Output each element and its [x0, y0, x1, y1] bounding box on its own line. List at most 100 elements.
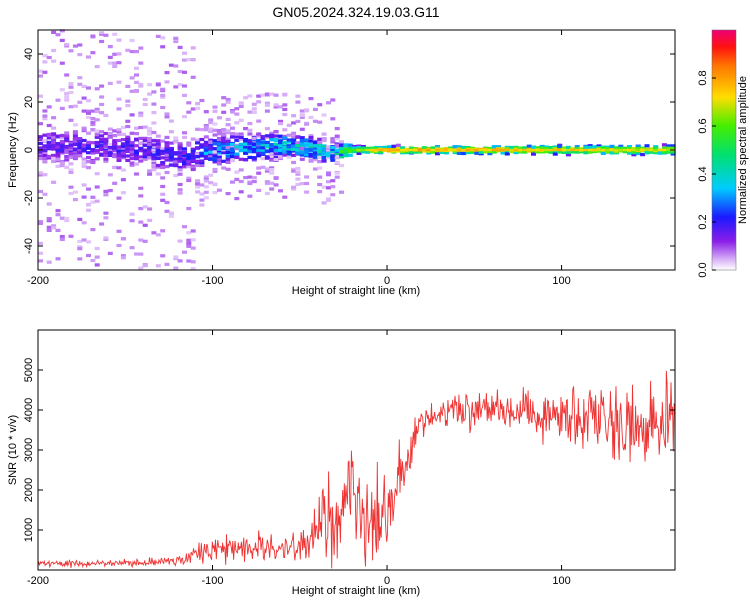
spectrogram-cell: [343, 154, 349, 158]
spectrogram-cell: [212, 167, 218, 172]
spectrogram-cell: [247, 194, 253, 198]
spectrogram-ridge-cell: [627, 148, 632, 152]
spectrogram-cell: [46, 132, 52, 136]
spectrogram-cell: [138, 82, 144, 86]
spectrogram-cell: [46, 123, 52, 128]
spectrogram-cell: [177, 182, 183, 187]
spectrogram-cell: [286, 145, 292, 149]
spectrogram-cell: [321, 132, 327, 136]
spectrogram-cell: [103, 153, 109, 157]
spectrogram-cell: [243, 127, 249, 131]
spectrogram-cell: [182, 51, 187, 55]
spectrogram-ridge-cell: [539, 148, 545, 152]
spectrogram-cell: [147, 156, 153, 160]
spectrogram-cell: [221, 138, 227, 142]
spectrogram-cell: [670, 146, 676, 150]
spectrogram-cell: [38, 171, 43, 175]
spectrogram-cell: [256, 154, 262, 158]
x-tick-label: 0: [384, 275, 390, 287]
spectrogram-cell: [129, 113, 135, 117]
spectrogram-cell: [177, 259, 183, 263]
spectrogram-cell: [321, 201, 327, 205]
spectrogram-cell: [330, 140, 336, 144]
spectrogram-cell: [238, 132, 244, 136]
spectrogram-cell: [308, 115, 314, 119]
spectrogram-cell: [308, 158, 314, 162]
spectrogram-cell: [94, 255, 100, 259]
spectrogram-cell: [339, 152, 344, 157]
spectrogram-cell: [273, 134, 279, 138]
spectrogram-cell: [81, 128, 87, 132]
spectrogram-cell: [177, 191, 183, 195]
spectrogram-cell: [509, 149, 515, 154]
spectrogram-cell: [155, 233, 161, 237]
spectrogram-cell: [42, 173, 48, 177]
spectrogram-cell: [160, 184, 166, 189]
spectrogram-cell: [64, 150, 70, 154]
spectrogram-ridge-cell: [552, 148, 558, 152]
spectrogram-cell: [190, 156, 196, 160]
spectrogram-cell: [304, 138, 310, 142]
spectrogram-cell: [51, 153, 57, 157]
spectrogram-cell: [199, 143, 205, 147]
spectrogram-ridge-cell: [640, 148, 646, 152]
spectrogram-ridge-cell: [622, 148, 628, 152]
spectrogram-cell: [164, 170, 170, 175]
spectrogram-cell: [535, 146, 541, 150]
spectrogram-cell: [42, 160, 48, 164]
spectrogram-cell: [164, 150, 170, 154]
spectrogram-cell: [103, 131, 109, 136]
spectrogram-cell: [225, 100, 231, 104]
spectrogram-cell: [68, 118, 74, 122]
spectrogram-cell: [64, 131, 70, 135]
spectrogram-cell: [107, 151, 113, 155]
spectrogram-cell: [190, 46, 196, 50]
spectrogram-cell: [312, 107, 318, 111]
spectrogram-cell: [138, 146, 144, 150]
spectrogram-cell: [186, 162, 192, 166]
spectrogram-cell: [72, 151, 78, 155]
spectrogram-cell: [120, 148, 126, 152]
colorbar-frame: [711, 29, 737, 271]
spectrogram-cell: [103, 144, 109, 148]
spectrogram-cell: [182, 115, 187, 119]
spectrogram-cell: [72, 190, 78, 194]
spectrogram-cell: [243, 151, 249, 155]
spectrogram-cell: [273, 152, 279, 156]
spectrogram-cell: [234, 138, 240, 142]
spectrogram-cell: [160, 198, 166, 202]
spectrogram-cell: [234, 134, 240, 139]
spectrogram-cell: [190, 159, 196, 163]
spectrogram-cell: [72, 143, 78, 147]
spectrogram-cell: [59, 38, 65, 42]
spectrogram-cell: [225, 142, 231, 146]
spectrogram-cell: [203, 125, 209, 129]
spectrogram-cell: [164, 71, 170, 75]
spectrogram-cell: [46, 140, 52, 144]
spectrogram-cell: [160, 152, 166, 156]
spectrogram-cell: [221, 159, 227, 163]
spectrogram-cell: [155, 151, 161, 155]
spectrogram-cell: [339, 190, 344, 194]
spectrogram-cell: [164, 165, 170, 169]
spectrogram-cell: [282, 141, 288, 145]
spectrogram-cell: [190, 58, 196, 62]
spectrogram-cell: [243, 149, 249, 153]
spectrogram-cell: [164, 262, 170, 266]
spectrogram-cell: [125, 48, 131, 52]
spectrogram-cell: [177, 239, 183, 243]
spectrogram-cell: [400, 146, 406, 150]
spectrogram-cell: [216, 139, 222, 143]
spectrogram-cell: [243, 139, 249, 143]
spectrogram-cell: [173, 36, 179, 40]
spectrogram-cell: [308, 144, 314, 148]
spectrogram-cell: [81, 148, 87, 152]
spectrogram-cell: [326, 171, 331, 175]
spectrogram-cell: [182, 250, 187, 254]
spectrogram-cell: [195, 146, 201, 150]
spectrogram-cell: [264, 127, 270, 131]
spectrogram-cell: [112, 181, 118, 185]
spectrogram-cell: [670, 150, 676, 154]
spectrogram-cell: [461, 151, 467, 156]
spectrogram-cell: [509, 145, 515, 150]
